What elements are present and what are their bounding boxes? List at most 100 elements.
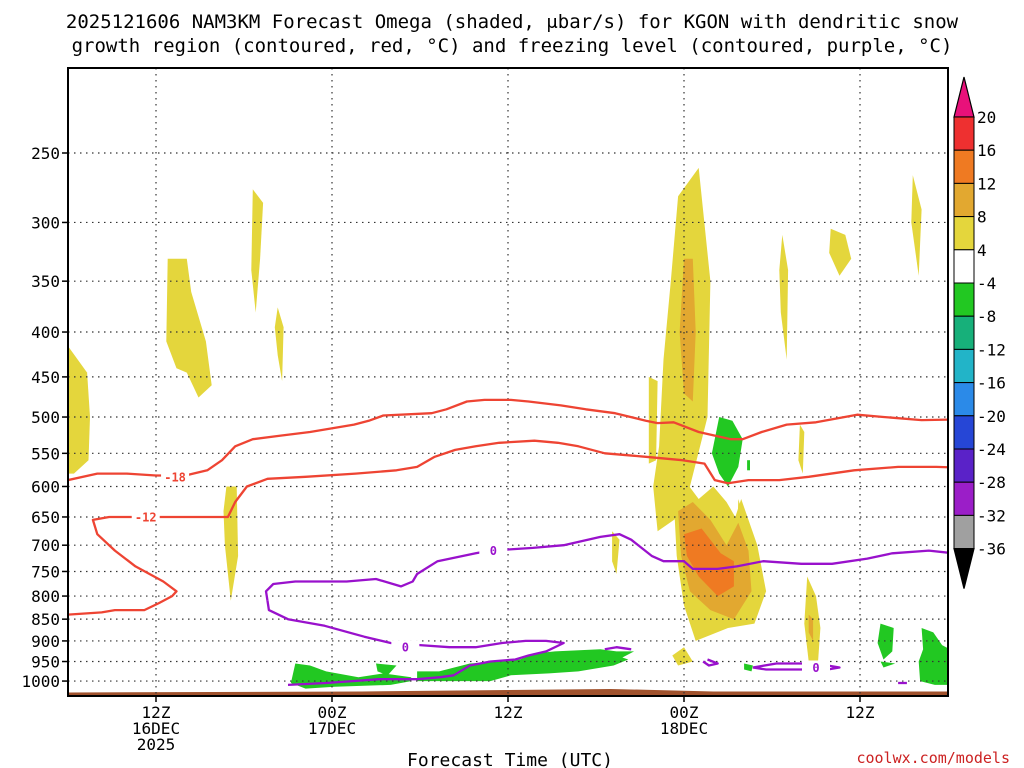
colorbar-label-10: -24 — [977, 440, 1006, 459]
omega-region-8-0 — [679, 258, 696, 402]
omega-region-neg4-0 — [376, 663, 397, 676]
freezing-contour-label-bg-2 — [802, 660, 830, 675]
colorbar-bin-4 — [953, 216, 975, 251]
chart-title-line-2: growth region (contoured, red, °C) and f… — [72, 35, 953, 57]
colorbar-label-1: 16 — [977, 141, 996, 160]
freezing-contour-label-bg-1 — [391, 640, 420, 655]
y-tick-label-1000: 1000 — [21, 672, 60, 691]
colorbar-label-6: -8 — [977, 307, 996, 326]
omega-shading-layer — [68, 167, 998, 689]
omega-region-8-2 — [808, 614, 814, 641]
y-tick-label-350: 350 — [31, 272, 60, 291]
omega-region-neg4-5 — [744, 663, 753, 672]
y-tick-label-600: 600 — [31, 477, 60, 496]
omega-region-4-2 — [251, 189, 264, 313]
y-tick-label-750: 750 — [31, 562, 60, 581]
colorbar-top-arrow — [953, 76, 975, 118]
colorbar-bottom-arrow — [953, 547, 975, 589]
omega-region-neg4-3 — [711, 417, 743, 487]
omega-region-neg4-9 — [986, 649, 998, 686]
credit-text: coolwx.com/models — [856, 749, 1010, 767]
omega-region-12-0 — [684, 528, 734, 597]
omega-region-4-3 — [274, 307, 284, 382]
dgz-contour-label-bg-1 — [131, 509, 160, 524]
dgz-contour-label-1: -12 — [135, 510, 157, 524]
colorbar-label-3: 8 — [977, 208, 987, 227]
colorbar-bin-2 — [953, 149, 975, 184]
colorbar-label-9: -20 — [977, 407, 1006, 426]
y-tick-label-250: 250 — [31, 144, 60, 163]
y-tick-label-900: 900 — [31, 632, 60, 651]
dgz-contour-1 — [68, 439, 948, 616]
omega-region-4-0 — [68, 346, 90, 474]
omega-region-4-4 — [223, 486, 239, 601]
freezing-contour-label-2: 0 — [812, 661, 819, 675]
contour-layer: -18 -12 0 0 0 — [68, 398, 948, 687]
colorbar-label-4: 4 — [977, 241, 987, 260]
colorbar-bin-1 — [953, 116, 975, 151]
x-tick-label-42-1: 18DEC — [660, 719, 708, 738]
y-tick-label-500: 500 — [31, 408, 60, 427]
grid-layer — [68, 68, 948, 696]
freezing-contour-0 — [264, 533, 948, 601]
colorbar-label-7: -12 — [977, 340, 1006, 359]
colorbar-label-8: -16 — [977, 374, 1006, 393]
freezing-contour-label-bg-0 — [479, 543, 508, 558]
y-tick-label-700: 700 — [31, 536, 60, 555]
colorbar-bin-5 — [953, 249, 975, 284]
colorbar-label-0: 20 — [977, 108, 996, 127]
freezing-contour-label-1: 0 — [402, 641, 409, 655]
freezing-contour-3 — [604, 646, 632, 651]
omega-region-4-10 — [911, 175, 922, 276]
x-tick-label-6-2: 2025 — [137, 735, 176, 754]
x-tick-label-18-1: 17DEC — [308, 719, 356, 738]
freezing-contour-2 — [752, 662, 841, 671]
y-tick-label-850: 850 — [31, 610, 60, 629]
omega-region-neg4-8 — [918, 628, 948, 685]
colorbar-bin-6 — [953, 282, 975, 317]
dgz-contour-label-bg-0 — [161, 469, 190, 484]
colorbar-bin-7 — [953, 315, 975, 350]
omega-region-neg4-2 — [417, 649, 635, 682]
omega-region-4-16 — [672, 647, 693, 666]
omega-region-4-9 — [829, 228, 852, 276]
freezing-contour-1 — [266, 600, 565, 687]
omega-region-neg4-4 — [747, 460, 750, 471]
omega-region-4-5 — [648, 376, 658, 464]
x-tick-label-6-1: 16DEC — [132, 719, 180, 738]
x-tick-label-18-0: 00Z — [318, 703, 347, 722]
colorbar-label-5: -4 — [977, 274, 996, 293]
dgz-contour-0 — [68, 398, 948, 482]
freezing-contour-label-0: 0 — [490, 544, 497, 558]
x-tick-label-6-0: 12Z — [142, 703, 171, 722]
omega-region-neg4-7 — [880, 661, 896, 668]
omega-region-4-8 — [779, 234, 789, 360]
y-tick-label-300: 300 — [31, 213, 60, 232]
x-tick-label-30-0: 12Z — [494, 703, 523, 722]
colorbar-bin-3 — [953, 182, 975, 218]
x-tick-label-54-0: 12Z — [846, 703, 875, 722]
dgz-contour-label-0: -18 — [164, 470, 186, 484]
freezing-contour-4 — [702, 658, 719, 667]
colorbar: 20 16 12 8 4 -4 -8 -12 -16 -20 -24 -28 -32 -36 — [953, 76, 1006, 589]
colorbar-label-12: -32 — [977, 506, 1006, 525]
colorbar-bin-8 — [953, 348, 975, 384]
y-tick-label-650: 650 — [31, 508, 60, 527]
y-tick-label-450: 450 — [31, 368, 60, 387]
y-tick-label-550: 550 — [31, 444, 60, 463]
y-tick-label-950: 950 — [31, 653, 60, 672]
colorbar-bin-10 — [953, 415, 975, 450]
colorbar-label-2: 12 — [977, 174, 996, 193]
omega-region-4-1 — [166, 258, 212, 398]
y-axis: 250 300 350 400 450 500 550 600 650 700 750 800 850 9… — [21, 144, 68, 691]
colorbar-label-11: -28 — [977, 473, 1006, 492]
colorbar-bin-12 — [953, 481, 975, 516]
omega-region-4-6 — [612, 531, 620, 574]
colorbar-bin-11 — [953, 448, 975, 483]
x-axis-label: Forecast Time (UTC) — [407, 750, 613, 768]
y-tick-label-400: 400 — [31, 323, 60, 342]
omega-region-neg4-6 — [877, 623, 894, 660]
chart-title-line-1: 2025121606 NAM3KM Forecast Omega (shaded… — [66, 11, 959, 33]
